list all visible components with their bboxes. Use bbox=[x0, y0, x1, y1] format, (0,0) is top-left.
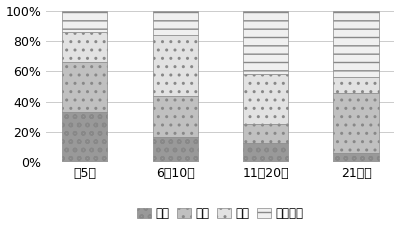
Bar bbox=[62, 11, 107, 32]
Bar bbox=[243, 124, 288, 143]
Bar bbox=[152, 95, 198, 137]
Bar bbox=[243, 74, 288, 124]
Bar bbox=[243, 143, 288, 162]
Bar bbox=[62, 32, 107, 62]
Bar bbox=[152, 137, 198, 162]
Bar bbox=[243, 11, 288, 74]
Bar bbox=[334, 153, 379, 162]
Legend: 軸受, 振動, 環境, 絶縁劣化: 軸受, 振動, 環境, 絶縁劣化 bbox=[132, 202, 308, 225]
Bar bbox=[334, 11, 379, 77]
Bar bbox=[152, 11, 198, 35]
Bar bbox=[62, 62, 107, 112]
Bar bbox=[152, 35, 198, 95]
Bar bbox=[334, 77, 379, 93]
Bar bbox=[334, 93, 379, 153]
Bar bbox=[62, 112, 107, 162]
